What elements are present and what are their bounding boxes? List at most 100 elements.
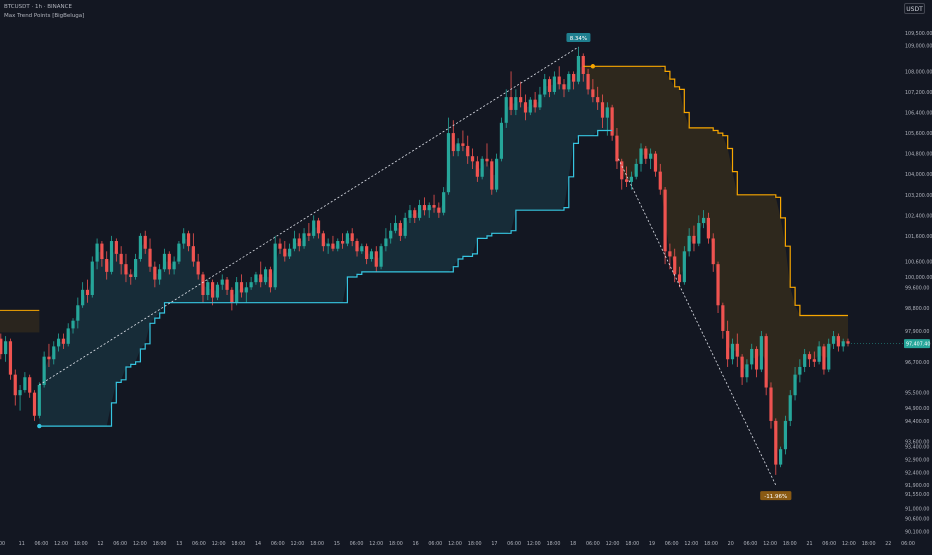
candle-body [668,251,672,257]
candle-body [177,243,181,262]
candle-body [268,269,272,288]
candle-body [831,336,836,344]
price-tick-label: 90,600.00 [905,517,929,523]
candle-body [620,161,624,180]
price-tick-label: 90,100.00 [905,529,929,535]
candle-body [413,210,417,218]
price-tick-label: 107,200.00 [905,90,932,96]
candle-body [817,346,821,362]
bull-trail-line [38,129,613,427]
candle-body [499,122,504,159]
time-tick-label: 06:00 [901,541,915,547]
candle-body [586,73,590,90]
time-tick-label: 19 [649,541,655,547]
candle-body [417,205,422,218]
candle-body [215,284,220,298]
candle-body [143,235,147,249]
price-tick-label: 93,600.00 [905,439,929,445]
candle-body [340,241,345,244]
candle-body [581,55,585,74]
candle-body [288,248,292,257]
candle-body [547,79,552,92]
candle-body [278,243,282,249]
candle-body [615,135,619,162]
candle-body [841,341,845,347]
candle-body [76,305,80,321]
candle-body [129,274,133,277]
candle-body [490,161,494,190]
candle-body [764,336,768,388]
currency-button[interactable]: USDT [904,3,925,14]
price-tick-label: 95,500.00 [905,391,929,397]
candle-body [485,158,489,162]
candle-body [153,266,157,280]
candle-body [321,233,325,247]
candle-body [350,233,354,242]
candle-body [100,243,104,260]
candle-body [538,94,542,108]
price-tick-label: 100,000.00 [905,275,932,281]
candle-body [191,246,195,262]
time-tick-label: 12:00 [606,541,620,547]
candle-body [649,153,653,159]
price-tick-label: 99,600.00 [905,285,929,291]
candle-body [504,97,508,123]
candle-body [312,220,316,236]
candle-body [297,238,301,247]
candle-body [336,241,340,249]
candle-body [109,241,114,272]
candle-body [735,343,739,357]
time-tick-label: 18:00 [547,541,561,547]
candle-body [230,289,234,303]
low-percent-label-bg [760,491,792,501]
time-tick-label: 22 [885,541,891,547]
time-tick-label: 06:00 [350,541,364,547]
price-tick-label: 98,800.00 [905,306,929,312]
candle-body [846,341,850,344]
candle-body [196,261,200,275]
price-tick-label: 94,400.00 [905,419,929,425]
price-tick-label: 94,900.00 [905,406,929,412]
candle-body [783,420,788,450]
time-tick-label: 06:00 [428,541,442,547]
candle-body [81,289,85,306]
candle-body [629,176,633,182]
time-tick-label: 18:00 [783,541,797,547]
candle-body [114,241,118,254]
candle-body [769,387,773,421]
candle-body [398,223,402,236]
candle-body [239,282,244,293]
candle-body [23,377,27,391]
time-tick-label: 06:00 [507,541,521,547]
candle-body [774,420,778,465]
time-tick-label: 21 [806,541,812,547]
candle-body [32,392,37,416]
candle-body [263,269,268,283]
candle-body [4,341,8,355]
time-tick-label: 06:00 [113,541,127,547]
candle-body [244,287,248,293]
candle-body [653,153,658,172]
candle-body [624,179,629,182]
candle-body [480,158,484,177]
time-tick-label: 17 [491,541,497,547]
candle-body [509,97,513,110]
candle-body [644,148,648,159]
candle-body [167,253,171,270]
time-tick-label: 06:00 [744,541,758,547]
candle-body [432,205,436,208]
candle-body [803,354,807,367]
price-tick-label: 91,900.00 [905,483,929,489]
candle-body [254,274,258,283]
candle-body [345,233,349,244]
current-price-label: 97,407.40 [906,342,930,348]
time-tick-label: 18:00 [389,541,403,547]
time-tick-label: 20 [728,541,734,547]
candle-body [711,238,715,265]
candle-body [697,223,701,244]
candle-body [706,217,711,239]
candle-body [836,336,840,347]
candle-body [788,395,792,421]
